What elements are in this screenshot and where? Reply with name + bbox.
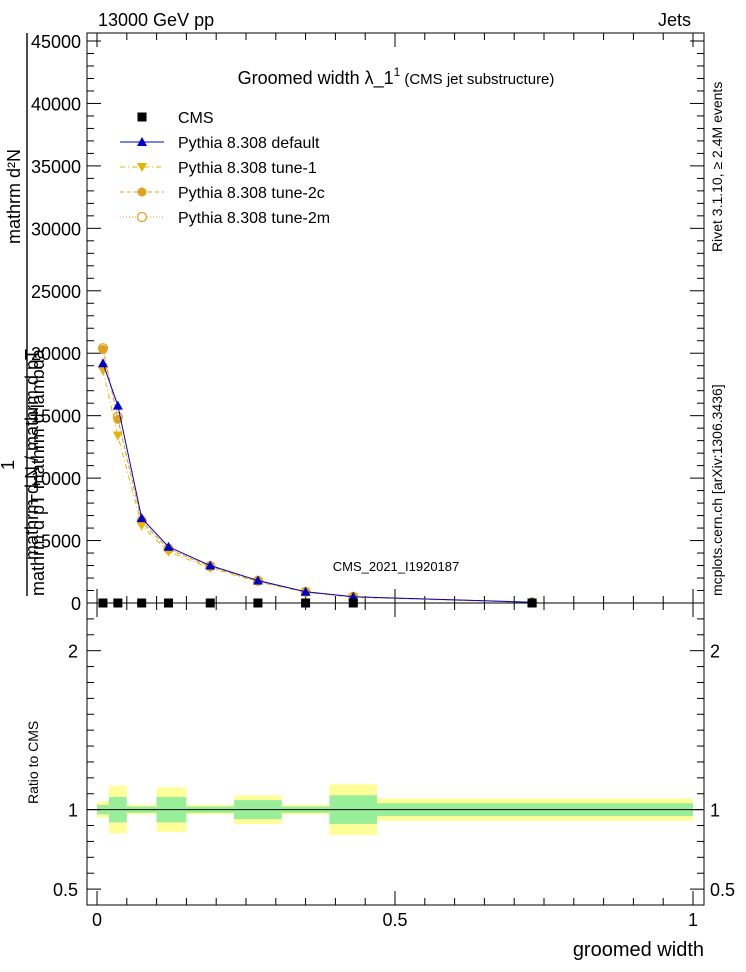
rivet-label: Rivet 3.1.10, ≥ 2.4M events [709, 82, 725, 252]
legend-label: Pythia 8.308 default [178, 135, 320, 152]
y-tick-label: 5000 [41, 532, 81, 552]
ratio-frame [86, 602, 705, 906]
ylabel-prefix-num: 1 [0, 460, 18, 470]
legend-marker [137, 137, 147, 146]
title-main: Groomed width λ_1 [238, 68, 394, 89]
series-line [102, 370, 533, 603]
y-tick-label: 20000 [31, 344, 81, 364]
legend: CMS Pythia 8.308 default Pythia 8.308 tune… [120, 110, 330, 227]
ylabel-bottom: mathrm d pT mathrm d lambda [28, 348, 48, 596]
ratio-ylabel: Ratio to CMS [25, 721, 41, 804]
mcplots-label: mcplots.cern.ch [arXiv:1306.3436] [709, 384, 725, 596]
title-sup: 1 [394, 65, 401, 79]
x-tick-label: 0 [92, 910, 102, 930]
data-point [300, 586, 311, 596]
ratio-panel: 0.5 0.5 1 1 2 2 [53, 602, 735, 906]
y-tick-label: 45000 [31, 32, 81, 52]
y-axis-prefix: 1 mathrm d N / mathrm d pT [0, 349, 42, 560]
y-axis-label: mathrm d²N mathrm d pT mathrm d lambda [4, 33, 48, 596]
y-tick-label: 25000 [31, 282, 81, 302]
ylabel-prefix-den: mathrm d N / mathrm d pT [22, 349, 42, 560]
data-point [205, 560, 216, 570]
data-point [112, 400, 123, 410]
ratio-tick-label: 0.5 [710, 880, 735, 900]
y-tick-label: 30000 [31, 219, 81, 239]
ratio-tick-label: 2 [68, 642, 78, 662]
legend-label: CMS [178, 110, 214, 127]
ratio-tick-label: 0.5 [53, 880, 78, 900]
data-point [163, 541, 174, 551]
legend-label: Pythia 8.308 tune-2c [178, 185, 325, 202]
data-point [98, 344, 108, 354]
data-point [136, 513, 147, 523]
legend-marker [137, 187, 147, 197]
y-tick-label: 15000 [31, 407, 81, 427]
x-axis-label: groomed width [573, 939, 704, 961]
y-tick-label: 10000 [31, 469, 81, 489]
header-left: 13000 GeV pp [98, 10, 214, 30]
data-point [97, 358, 108, 368]
legend-marker [137, 163, 147, 172]
data-point [112, 431, 123, 441]
y-tick-label: 0 [71, 594, 81, 614]
ratio-tick-label: 1 [68, 801, 78, 821]
ratio-tick-label: 1 [710, 801, 720, 821]
header-right: Jets [658, 10, 691, 30]
x-tick-label: 1 [688, 910, 698, 930]
legend-marker [137, 112, 147, 122]
title-note: (CMS jet substructure) [404, 71, 554, 88]
legend-label: Pythia 8.308 tune-1 [178, 160, 317, 177]
y-tick-label: 40000 [31, 94, 81, 114]
main-panel: 0 5000 10000 15000 20000 25000 30000 35000 40000… [31, 32, 705, 614]
ratio-tick-label: 2 [710, 642, 720, 662]
title: Groomed width λ_11 (CMS jet substructure) [238, 65, 555, 89]
series-line [102, 348, 533, 603]
legend-marker [136, 211, 148, 223]
data-point [136, 521, 147, 531]
analysis-label: CMS_2021_I1920187 [333, 559, 460, 574]
svg-text:Groomed width λ_11(CMS jet su: Groomed width λ_11 (CMS jet substructure) [238, 65, 555, 89]
x-tick-label: 0.5 [382, 910, 407, 930]
series-line [102, 349, 533, 603]
ylabel-top: mathrm d²N [4, 149, 24, 244]
legend-label: Pythia 8.308 tune-2m [178, 210, 330, 227]
y-tick-label: 35000 [31, 157, 81, 177]
data-point [252, 575, 263, 585]
series-line [102, 363, 533, 603]
